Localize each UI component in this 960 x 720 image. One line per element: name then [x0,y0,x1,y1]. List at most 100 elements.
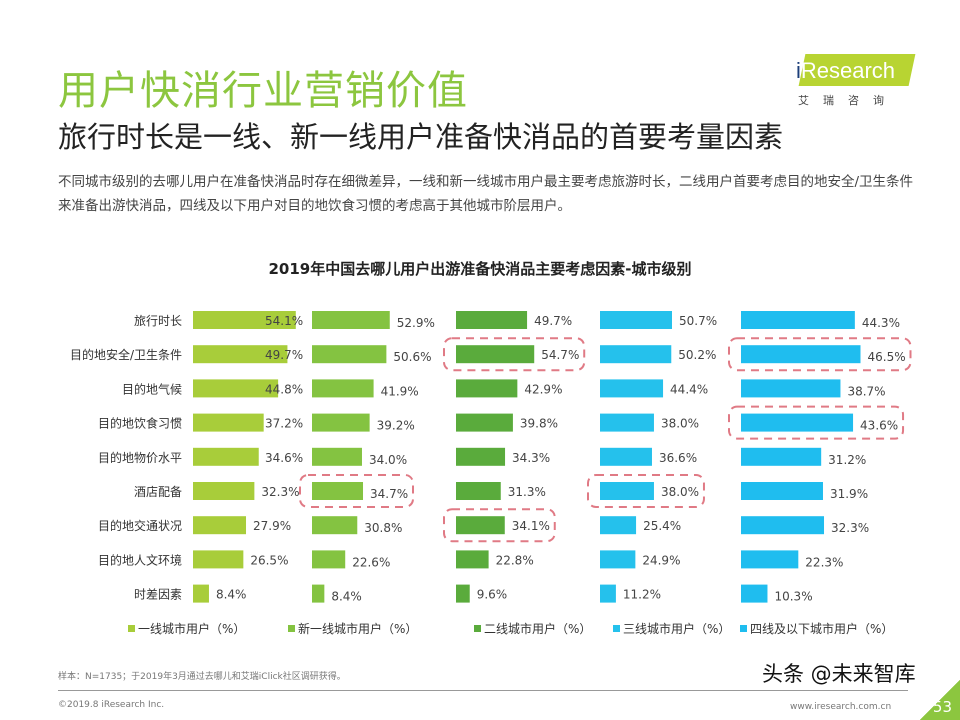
bar [456,379,518,398]
bar [312,584,325,603]
bar [456,550,489,569]
bar [600,379,664,398]
data-label: 36.6% [659,451,697,465]
bar [600,550,636,569]
page-subtitle: 旅行时长是一线、新一线用户准备快消品的首要考量因素 [58,120,784,154]
logo-cn: 艾瑞咨询 [798,94,898,107]
page-number: 53 [932,698,952,716]
data-label: 50.6% [393,350,431,364]
category-label: 目的地人文环境 [98,552,182,567]
page-title: 用户快消行业营销价值 [58,68,468,114]
data-label: 50.7% [679,314,717,328]
bar [600,345,672,364]
chart-title: 2019年中国去哪儿用户出游准备快消品主要考虑因素-城市级别 [268,260,692,278]
data-label: 8.4% [331,590,362,604]
data-label: 34.6% [265,451,303,465]
category-label: 目的地物价水平 [98,450,182,465]
category-label: 目的地交通状况 [98,518,182,533]
category-label: 酒店配备 [134,485,182,499]
bar [193,584,209,603]
legend-label: 二线城市用户（%） [484,621,591,636]
data-label: 46.5% [868,350,906,364]
data-label: 27.9% [253,519,291,533]
data-label: 49.7% [534,314,572,328]
bar [741,584,768,603]
data-label: 49.7% [265,348,303,362]
data-label: 11.2% [623,588,661,602]
legend-label: 新一线城市用户（%） [298,621,417,636]
legend-label: 一线城市用户（%） [138,621,245,636]
data-label: 25.4% [643,519,681,533]
bar [312,311,390,329]
highlight-box [728,337,912,372]
bar [600,447,652,466]
bar [456,482,501,500]
data-label: 39.8% [520,417,558,431]
legend-swatch [128,625,135,632]
data-label: 44.4% [670,382,708,396]
bar [600,482,654,500]
bar [741,516,825,535]
data-label: 34.0% [369,453,407,467]
bar [456,584,470,603]
bar [456,345,535,364]
data-label: 31.3% [508,485,546,499]
bar [741,413,854,432]
bar [193,379,279,398]
legend-label: 四线及以下城市用户（%） [750,621,893,636]
bar [600,311,672,329]
bar [741,447,822,466]
bar [741,379,841,398]
divider [58,690,908,691]
bar [193,550,244,569]
data-label: 31.9% [830,487,868,501]
corner-decoration [920,680,960,720]
category-label: 目的地安全/卫生条件 [70,347,182,362]
data-label: 43.6% [860,419,898,433]
legend-swatch [288,625,295,632]
data-label: 30.8% [364,521,402,535]
data-label: 37.2% [265,417,303,431]
bar [456,516,505,535]
bar [600,516,637,535]
bar [600,413,654,432]
data-label: 26.5% [250,553,288,567]
data-label: 31.2% [828,453,866,467]
bar [741,345,861,364]
website: www.iresearch.com.cn [790,702,892,712]
category-label: 旅行时长 [134,314,182,328]
data-label: 52.9% [397,316,435,330]
bar [741,482,823,500]
bar [456,311,528,329]
highlight-box [299,474,415,508]
data-label: 44.3% [862,316,900,330]
data-label: 38.7% [847,384,885,398]
data-label: 24.9% [642,553,680,567]
data-label: 44.8% [265,382,303,396]
description: 不同城市级别的去哪儿用户在准备快消品时存在细微差异，一线和新一线城市用户最主要考… [58,174,914,214]
category-label: 目的地气候 [122,381,182,396]
bar [456,447,506,466]
data-label: 9.6% [477,588,508,602]
data-label: 34.3% [512,451,550,465]
data-label: 22.6% [352,555,390,569]
bar [193,482,255,500]
data-label: 32.3% [261,485,299,499]
data-label: 32.3% [831,521,869,535]
category-label: 时差因素 [134,588,182,602]
bar [312,345,387,364]
bar [741,311,855,329]
data-label: 34.1% [512,519,550,533]
data-label: 38.0% [661,485,699,499]
bar [312,413,370,432]
highlight-box [587,474,705,508]
data-label: 34.7% [370,487,408,501]
data-label: 8.4% [216,588,247,602]
highlight-box [443,508,556,543]
data-label: 39.2% [377,419,415,433]
highlight-box [443,337,586,372]
data-label: 41.9% [381,384,419,398]
bar [193,311,296,329]
bar [741,550,799,569]
